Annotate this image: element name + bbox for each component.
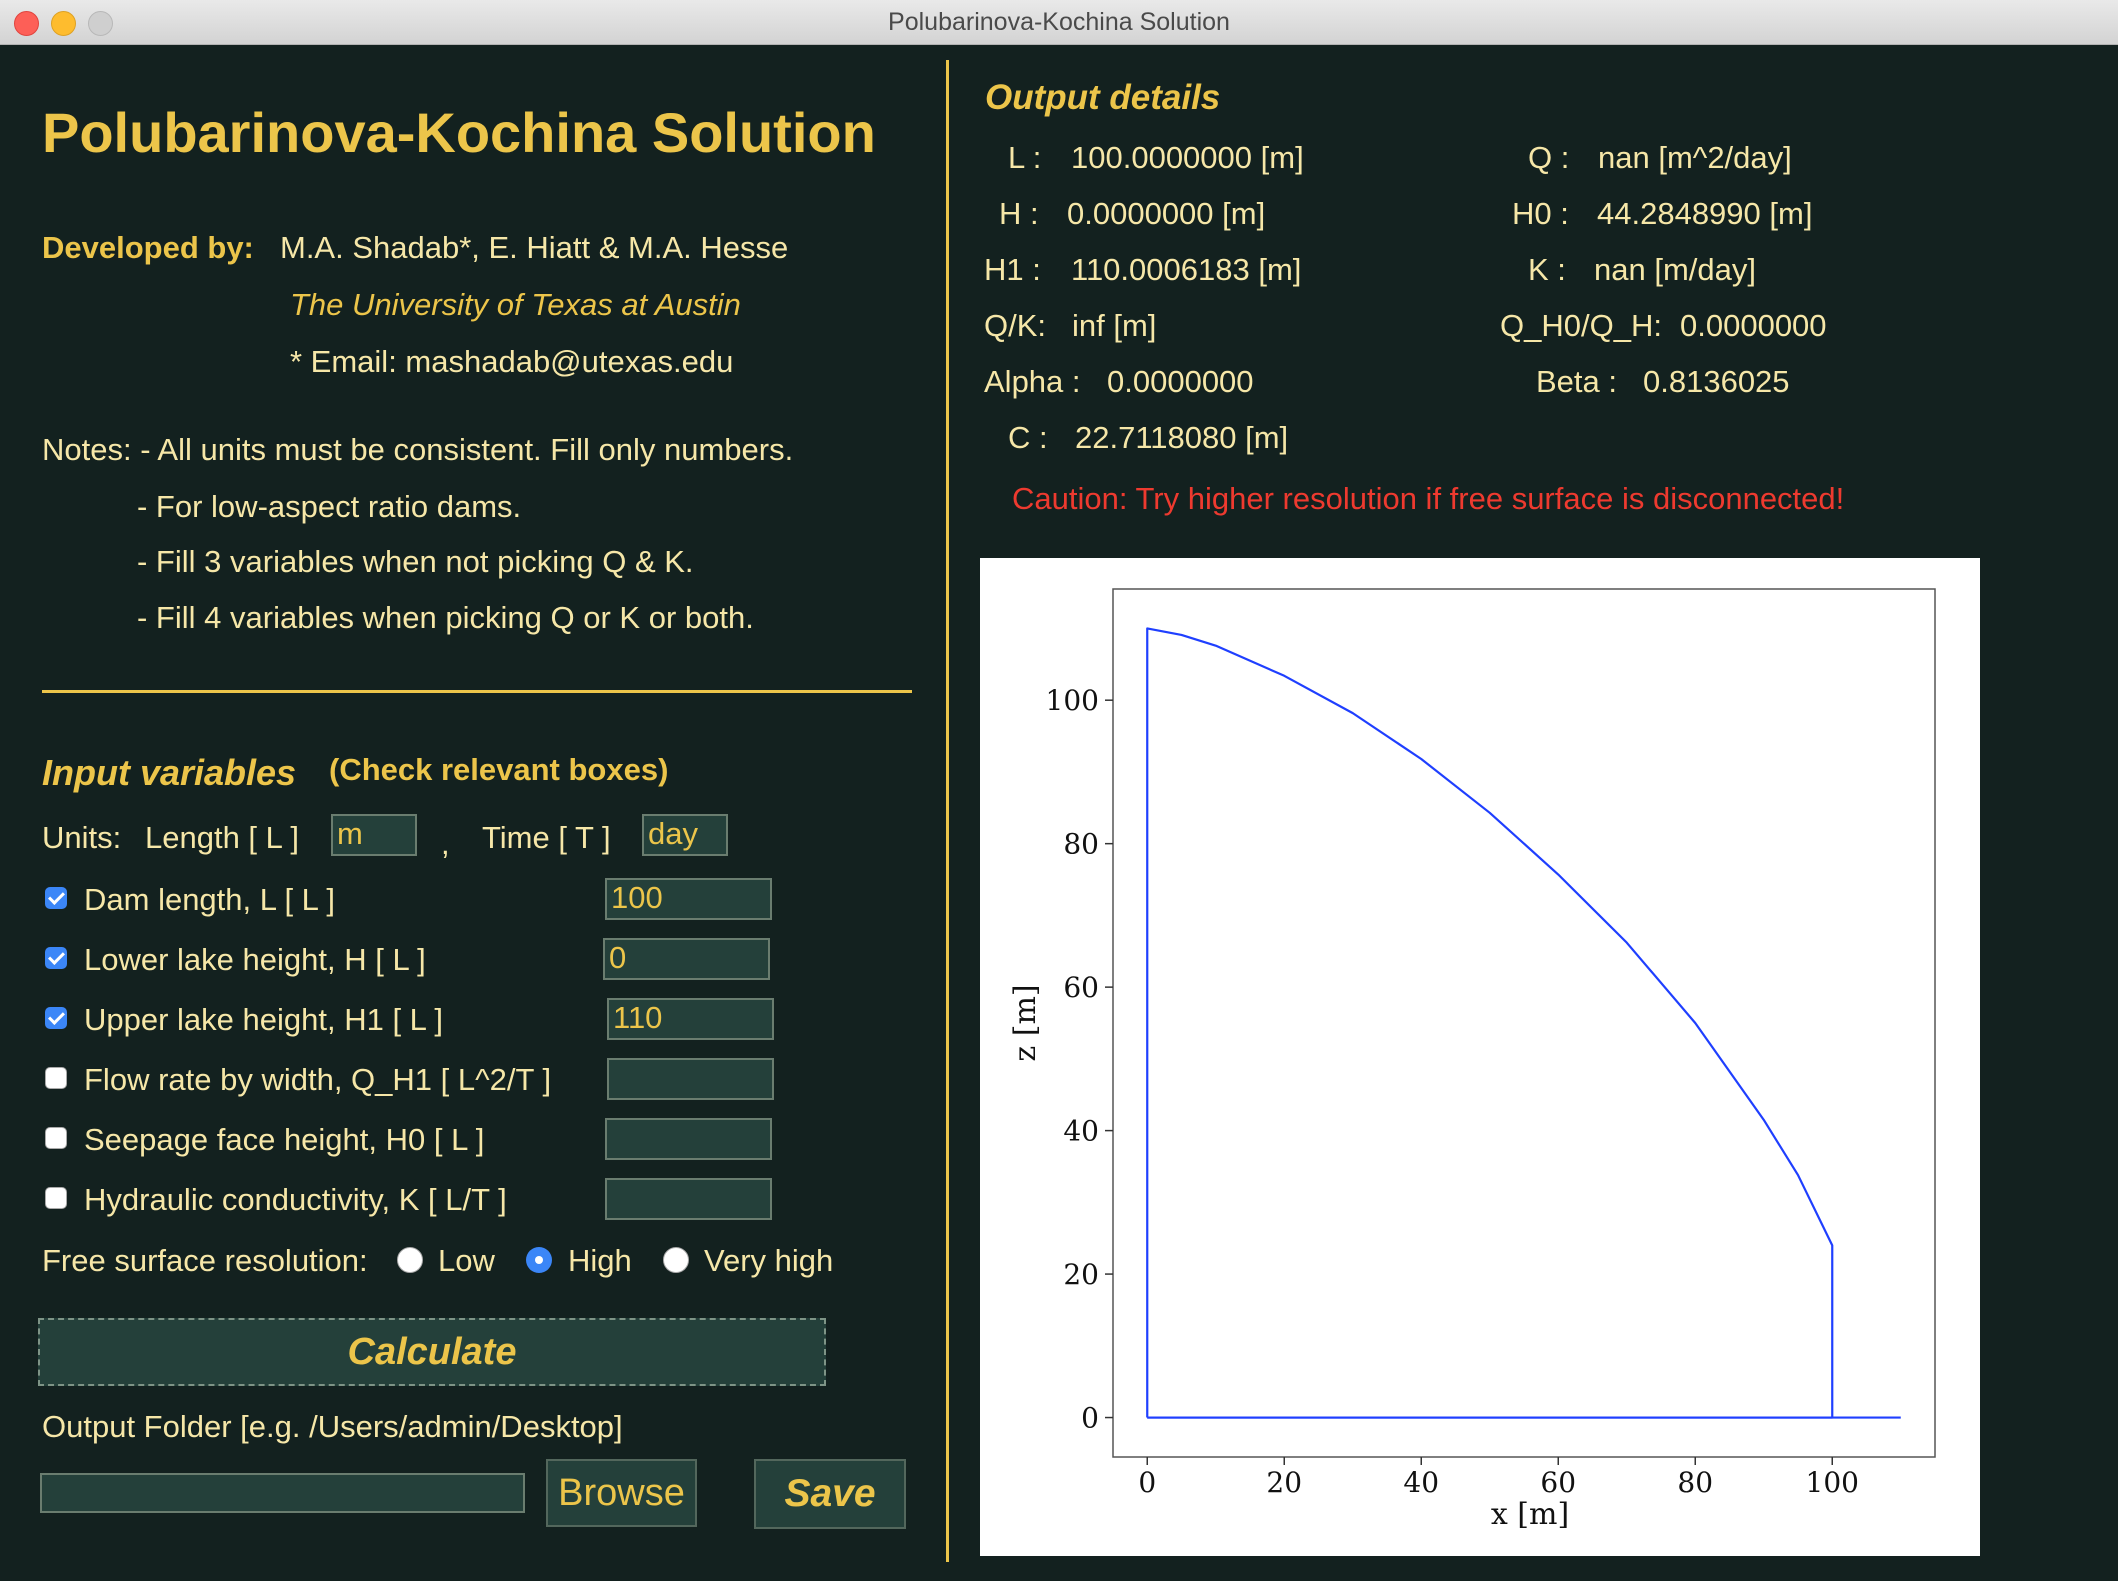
lower-lake-height-input[interactable]: 0	[603, 938, 770, 980]
caution-message: Caution: Try higher resolution if free s…	[1012, 481, 1845, 516]
output-C-label: C :	[1008, 420, 1048, 455]
lower-lake-height-label: Lower lake height, H [ L ]	[84, 942, 426, 977]
hydraulic-conductivity-input[interactable]	[605, 1178, 772, 1220]
flow-rate-input[interactable]	[607, 1058, 774, 1100]
output-folder-input[interactable]	[40, 1473, 525, 1513]
y-tick-label: 100	[1046, 684, 1099, 717]
resolution-high-radio[interactable]	[526, 1247, 552, 1273]
notes-line-2: - For low-aspect ratio dams.	[137, 489, 522, 524]
plot-frame	[1112, 588, 1936, 1458]
y-axis-label: z [m]	[1008, 984, 1043, 1061]
zoom-window-button[interactable]	[88, 11, 113, 36]
x-tick-label: 0	[1138, 1466, 1156, 1499]
browse-button[interactable]: Browse	[546, 1459, 697, 1527]
output-Q-value: nan [m^2/day]	[1598, 140, 1792, 175]
output-L-label: L :	[1008, 140, 1042, 175]
y-tick-label: 0	[1081, 1402, 1099, 1435]
calculate-button[interactable]: Calculate	[38, 1318, 826, 1386]
output-K-value: nan [m/day]	[1594, 252, 1756, 287]
input-variables-title: Input variables	[42, 752, 297, 793]
units-separator: ,	[441, 826, 450, 861]
output-beta-label: Beta :	[1536, 364, 1617, 399]
upper-lake-height-label: Upper lake height, H1 [ L ]	[84, 1002, 443, 1037]
output-QK-label: Q/K:	[984, 308, 1047, 343]
time-unit-input[interactable]: day	[642, 814, 728, 856]
email-text: * Email: mashadab@utexas.edu	[290, 344, 734, 379]
minimize-window-button[interactable]	[51, 11, 76, 36]
output-details-title: Output details	[985, 78, 1221, 117]
output-QH0QH-value: 0.0000000	[1680, 308, 1827, 343]
output-beta-value: 0.8136025	[1643, 364, 1790, 399]
seepage-face-height-checkbox[interactable]	[45, 1127, 67, 1149]
hydraulic-conductivity-label: Hydraulic conductivity, K [ L/T ]	[84, 1182, 507, 1217]
seepage-face-height-input[interactable]	[605, 1118, 772, 1160]
dam-length-checkbox[interactable]	[45, 887, 67, 909]
x-tick-label: 60	[1540, 1466, 1576, 1499]
resolution-high-label[interactable]: High	[568, 1243, 632, 1278]
resolution-label: Free surface resolution:	[42, 1243, 368, 1278]
length-unit-input[interactable]: m	[331, 814, 417, 856]
free-surface-line	[1146, 627, 1834, 1419]
y-tick-label: 60	[1063, 971, 1099, 1004]
notes-line-3: - Fill 3 variables when not picking Q & …	[137, 544, 694, 579]
output-H-value: 0.0000000 [m]	[1067, 196, 1266, 231]
flow-rate-label: Flow rate by width, Q_H1 [ L^2/T ]	[84, 1062, 552, 1097]
notes-line-1: Notes: - All units must be consistent. F…	[42, 432, 794, 467]
y-tick-label: 40	[1063, 1115, 1099, 1148]
hydraulic-conductivity-checkbox[interactable]	[45, 1187, 67, 1209]
lower-lake-height-checkbox[interactable]	[45, 947, 67, 969]
x-ticks: 0 20 40 60 80 100	[1138, 1457, 1859, 1499]
resolution-very-high-radio[interactable]	[663, 1247, 689, 1273]
university-text: The University of Texas at Austin	[290, 287, 741, 322]
length-unit-label: Length [ L ]	[145, 820, 299, 855]
upper-lake-height-input[interactable]: 110	[607, 998, 774, 1040]
y-tick-label: 20	[1063, 1258, 1099, 1291]
output-H1-label: H1 :	[984, 252, 1041, 287]
resolution-very-high-label[interactable]: Very high	[704, 1243, 834, 1278]
developers-text: M.A. Shadab*, E. Hiatt & M.A. Hesse	[280, 230, 789, 265]
output-H-label: H :	[999, 196, 1039, 231]
output-QH0QH-label: Q_H0/Q_H:	[1500, 308, 1662, 343]
save-button[interactable]: Save	[754, 1459, 906, 1529]
flow-rate-checkbox[interactable]	[45, 1067, 67, 1089]
output-QK-value: inf [m]	[1072, 308, 1157, 343]
resolution-low-label[interactable]: Low	[438, 1243, 495, 1278]
output-H1-value: 110.0006183 [m]	[1071, 252, 1302, 287]
y-ticks: 0 20 40 60 80 100	[1046, 684, 1113, 1435]
resolution-low-radio[interactable]	[397, 1247, 423, 1273]
upper-lake-height-checkbox[interactable]	[45, 1007, 67, 1029]
x-tick-label: 20	[1266, 1466, 1302, 1499]
output-K-label: K :	[1528, 252, 1566, 287]
plot-panel: 0 20 40 60 80 100 0 20 40 60 80 100 x [m] z [m]	[980, 558, 1980, 1556]
developed-by-label: Developed by:	[42, 230, 254, 265]
x-axis-label: x [m]	[1491, 1497, 1569, 1532]
x-tick-label: 100	[1806, 1466, 1859, 1499]
output-H0-label: H0 :	[1512, 196, 1569, 231]
window-titlebar: Polubarinova-Kochina Solution	[0, 0, 2118, 45]
series-lines	[1146, 627, 1901, 1419]
notes-line-4: - Fill 4 variables when picking Q or K o…	[137, 600, 754, 635]
app-title: Polubarinova-Kochina Solution	[42, 101, 876, 164]
dam-length-input[interactable]: 100	[605, 878, 772, 920]
dam-length-label: Dam length, L [ L ]	[84, 882, 335, 917]
output-folder-label: Output Folder [e.g. /Users/admin/Desktop…	[42, 1409, 623, 1444]
close-window-button[interactable]	[14, 11, 39, 36]
y-tick-label: 80	[1063, 828, 1099, 861]
panel-divider	[946, 60, 949, 1562]
seepage-face-height-label: Seepage face height, H0 [ L ]	[84, 1122, 485, 1157]
time-unit-label: Time [ T ]	[482, 820, 611, 855]
x-tick-label: 40	[1403, 1466, 1439, 1499]
free-surface-plot: 0 20 40 60 80 100 0 20 40 60 80 100 x [m] z [m]	[1008, 588, 1936, 1532]
output-Q-label: Q :	[1528, 140, 1570, 175]
x-tick-label: 80	[1677, 1466, 1713, 1499]
input-variables-hint: (Check relevant boxes)	[329, 752, 669, 787]
output-alpha-label: Alpha :	[984, 364, 1081, 399]
window-title: Polubarinova-Kochina Solution	[888, 8, 1230, 36]
output-C-value: 22.7118080 [m]	[1075, 420, 1289, 455]
output-alpha-value: 0.0000000	[1107, 364, 1254, 399]
units-label: Units:	[42, 820, 122, 855]
output-H0-value: 44.2848990 [m]	[1597, 196, 1813, 231]
output-L-value: 100.0000000 [m]	[1071, 140, 1304, 175]
section-separator	[42, 690, 912, 693]
